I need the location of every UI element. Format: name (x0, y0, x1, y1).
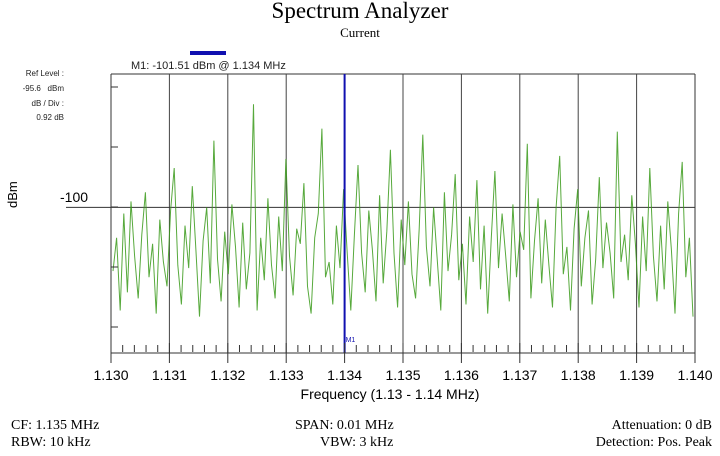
ref-level-label: Ref Level : (25, 69, 64, 78)
rbw-readout: RBW: 10 kHz (11, 435, 91, 450)
detection-readout: Detection: Pos. Peak (595, 435, 712, 450)
spectrum-trace (112, 104, 694, 317)
vbw-readout: VBW: 3 kHz (320, 435, 394, 450)
marker-indicator-bar (190, 51, 226, 55)
x-axis-label: Frequency (1.13 - 1.14 MHz) (300, 386, 480, 402)
chart-title: Spectrum Analyzer (271, 0, 449, 23)
db-div-value: 0.92 dB (36, 113, 64, 122)
y-tick-label: -100 (60, 189, 89, 206)
db-div-label: dB / Div : (31, 99, 64, 108)
y-axis-label: dBm (5, 181, 20, 208)
x-tick-label: 1.138 (560, 367, 596, 383)
marker-readout: M1: -101.51 dBm @ 1.134 MHz (131, 60, 286, 72)
cf-readout: CF: 1.135 MHz (11, 418, 100, 433)
chart-subtitle: Current (340, 25, 380, 40)
span-readout: SPAN: 0.01 MHz (295, 418, 394, 433)
x-tick-label: 1.134 (327, 367, 363, 383)
x-tick-label: 1.135 (385, 367, 421, 383)
x-tick-label: 1.132 (210, 367, 246, 383)
x-tick-label: 1.136 (443, 367, 479, 383)
marker-label: M1 (346, 337, 356, 344)
x-tick-label: 1.139 (619, 367, 655, 383)
x-tick-label: 1.133 (268, 367, 304, 383)
x-tick-label: 1.137 (502, 367, 538, 383)
ref-level-value: -95.6 dBm (22, 84, 64, 93)
x-tick-label: 1.131 (151, 367, 187, 383)
x-tick-label: 1.140 (677, 367, 713, 383)
attenuation-readout: Attenuation: 0 dB (611, 418, 712, 433)
x-tick-label: 1.130 (93, 367, 129, 383)
